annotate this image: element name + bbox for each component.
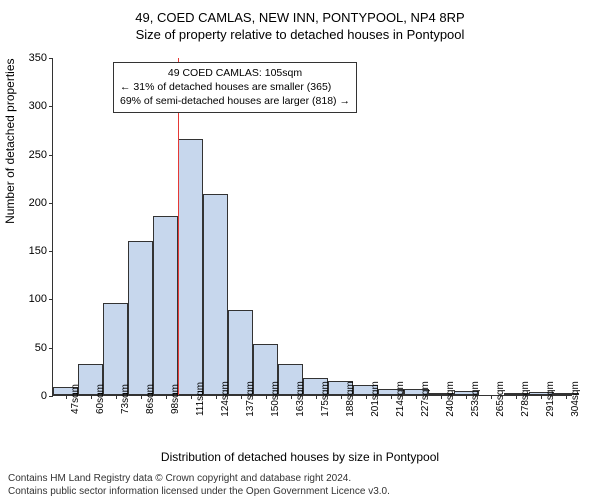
x-tick-label: 291sqm — [545, 381, 556, 417]
histogram-bar — [203, 194, 228, 395]
y-tick-mark — [49, 348, 53, 349]
x-tick-mark — [541, 395, 542, 399]
x-tick-label: 201sqm — [370, 381, 381, 417]
histogram-bar — [153, 216, 178, 395]
x-tick-label: 227sqm — [420, 381, 431, 417]
annotation-line-1: 49 COED CAMLAS: 105sqm — [120, 66, 350, 80]
annotation-line-2: ← 31% of detached houses are smaller (36… — [120, 80, 350, 94]
y-tick-mark — [49, 155, 53, 156]
x-tick-mark — [566, 395, 567, 399]
footer-line-1: Contains HM Land Registry data © Crown c… — [8, 472, 390, 485]
y-tick-mark — [49, 203, 53, 204]
x-tick-mark — [91, 395, 92, 399]
x-tick-mark — [341, 395, 342, 399]
x-tick-mark — [391, 395, 392, 399]
histogram-bar — [128, 241, 153, 396]
x-tick-label: 278sqm — [520, 381, 531, 417]
x-axis-label: Distribution of detached houses by size … — [0, 450, 600, 464]
x-tick-mark — [216, 395, 217, 399]
x-tick-mark — [366, 395, 367, 399]
y-tick-label: 350 — [29, 52, 47, 64]
x-tick-mark — [166, 395, 167, 399]
x-tick-mark — [241, 395, 242, 399]
y-tick-label: 100 — [29, 293, 47, 305]
y-tick-mark — [49, 106, 53, 107]
y-tick-label: 250 — [29, 149, 47, 161]
histogram-bar — [178, 139, 203, 395]
x-tick-mark — [466, 395, 467, 399]
annotation-box: 49 COED CAMLAS: 105sqm← 31% of detached … — [113, 62, 357, 113]
y-tick-label: 150 — [29, 245, 47, 257]
y-tick-label: 300 — [29, 100, 47, 112]
x-tick-label: 304sqm — [570, 381, 581, 417]
x-tick-mark — [416, 395, 417, 399]
x-tick-mark — [516, 395, 517, 399]
chart-plot-area: 05010015020025030035047sqm60sqm73sqm86sq… — [52, 58, 572, 396]
y-tick-label: 0 — [41, 390, 47, 402]
histogram-bar — [103, 303, 128, 395]
y-tick-mark — [49, 251, 53, 252]
x-tick-mark — [291, 395, 292, 399]
x-tick-mark — [66, 395, 67, 399]
x-tick-mark — [316, 395, 317, 399]
footer-attribution: Contains HM Land Registry data © Crown c… — [8, 472, 390, 498]
y-tick-mark — [49, 299, 53, 300]
x-tick-mark — [141, 395, 142, 399]
x-tick-label: 214sqm — [395, 381, 406, 417]
x-tick-mark — [441, 395, 442, 399]
y-axis-label: Number of detached properties — [3, 58, 17, 223]
y-tick-label: 50 — [35, 342, 47, 354]
x-tick-label: 253sqm — [470, 381, 481, 417]
y-tick-mark — [49, 396, 53, 397]
y-tick-mark — [49, 58, 53, 59]
y-tick-label: 200 — [29, 197, 47, 209]
annotation-line-3: 69% of semi-detached houses are larger (… — [120, 94, 350, 108]
x-tick-label: 265sqm — [495, 381, 506, 417]
x-tick-mark — [266, 395, 267, 399]
x-tick-mark — [191, 395, 192, 399]
x-tick-label: 240sqm — [445, 381, 456, 417]
chart-title-main: 49, COED CAMLAS, NEW INN, PONTYPOOL, NP4… — [0, 0, 600, 25]
footer-line-2: Contains public sector information licen… — [8, 485, 390, 498]
x-tick-mark — [491, 395, 492, 399]
chart-title-sub: Size of property relative to detached ho… — [0, 25, 600, 42]
x-tick-mark — [116, 395, 117, 399]
